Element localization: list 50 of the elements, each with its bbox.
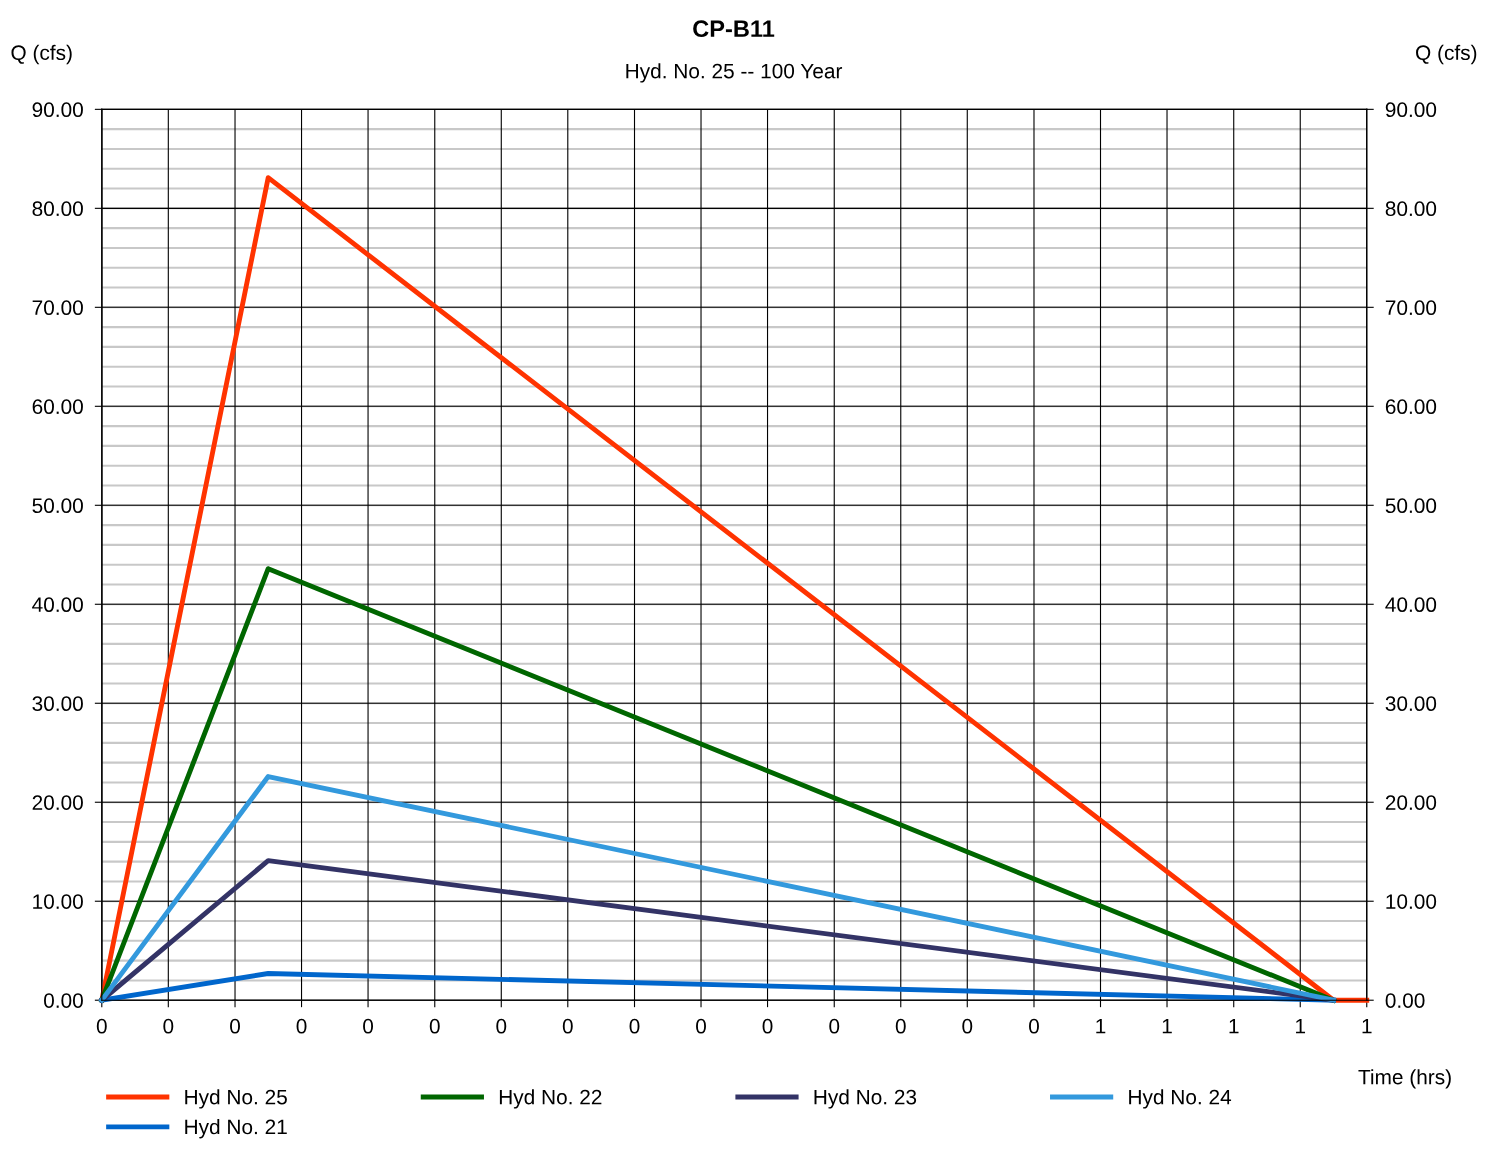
y-tick-label: 50.00 — [32, 498, 83, 514]
x-tick-label: 1 — [1362, 1019, 1372, 1034]
y-tick-label: 20.00 — [32, 795, 83, 810]
y2-tick-label: 40.00 — [1385, 597, 1437, 613]
y-tick-label: 0.00 — [44, 993, 83, 1008]
y-tick-label: 40.00 — [32, 597, 83, 613]
x-tick-label: 0 — [696, 1018, 706, 1034]
x-tick-label: 1 — [1162, 1019, 1172, 1034]
y-tick-label: 70.00 — [32, 300, 83, 316]
x-tick-label: 0 — [1029, 1018, 1039, 1034]
y-tick-label: 10.00 — [33, 894, 83, 909]
y2-tick-label: 0.00 — [1385, 993, 1425, 1008]
y2-tick-label: 30.00 — [1385, 696, 1437, 712]
legend-label: Hyd No. 24 — [1129, 1089, 1232, 1109]
y2-tick-label: 90.00 — [1385, 102, 1437, 118]
x-tick-label: 0 — [829, 1018, 840, 1034]
chart-title: CP-B11 — [693, 20, 775, 38]
y2-tick-label: 50.00 — [1385, 498, 1437, 514]
x-tick-label: 0 — [962, 1018, 973, 1034]
legend-label: Hyd No. 22 — [499, 1089, 602, 1109]
x-tick-label: 1 — [1296, 1019, 1306, 1034]
legend-label: Hyd No. 21 — [185, 1119, 287, 1139]
x-tick-label: 1 — [1229, 1019, 1239, 1034]
x-tick-label: 0 — [296, 1018, 307, 1034]
y-tick-label: 30.00 — [32, 696, 83, 712]
y2-tick-label: 70.00 — [1385, 300, 1437, 316]
x-tick-label: 0 — [429, 1018, 440, 1034]
y2-axis-title: Q (cfs) — [1416, 44, 1477, 65]
x-tick-label: 0 — [96, 1018, 107, 1034]
legend-label: Hyd No. 23 — [814, 1089, 917, 1109]
x-tick-label: 0 — [163, 1018, 174, 1034]
y2-tick-label: 80.00 — [1385, 201, 1437, 217]
x-tick-label: 0 — [496, 1018, 507, 1034]
legend-label: Hyd No. 25 — [185, 1089, 287, 1109]
x-tick-label: 0 — [562, 1018, 573, 1034]
x-tick-label: 0 — [363, 1018, 374, 1034]
y-axis-title: Q (cfs) — [11, 44, 72, 65]
x-tick-label: 0 — [230, 1018, 240, 1034]
x-tick-label: 0 — [762, 1018, 773, 1034]
chart-subtitle: Hyd. No. 25 -- 100 Year — [626, 63, 843, 83]
y2-tick-label: 20.00 — [1385, 795, 1437, 810]
y2-tick-label: 60.00 — [1385, 399, 1437, 415]
x-tick-label: 0 — [629, 1018, 640, 1034]
x-tick-label: 0 — [895, 1018, 906, 1034]
x-axis-title: Time (hrs) — [1358, 1069, 1451, 1089]
y-tick-label: 80.00 — [32, 201, 83, 217]
y2-tick-label: 10.00 — [1386, 894, 1437, 909]
y-tick-label: 60.00 — [32, 399, 83, 415]
y-tick-label: 90.00 — [32, 102, 83, 118]
x-tick-label: 1 — [1096, 1019, 1106, 1034]
